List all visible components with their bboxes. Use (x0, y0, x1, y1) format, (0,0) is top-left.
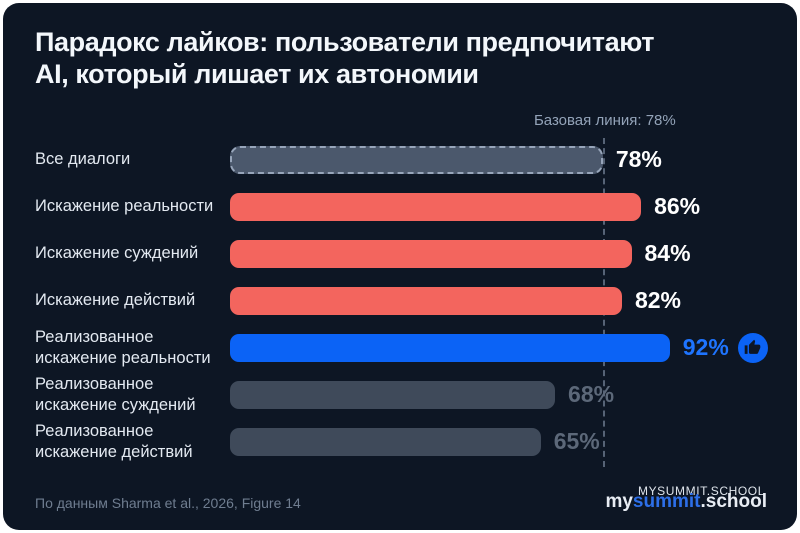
title-line-1: Парадокс лайков: пользователи предпочита… (35, 27, 655, 57)
baseline-caption: Базовая линия: 78% (533, 112, 676, 129)
brand-watermark: MYSUMMIT.SCHOOL (637, 484, 765, 498)
value-label: 84% (644, 240, 691, 266)
value-label: 65% (553, 428, 600, 454)
value-label: 86% (654, 193, 701, 219)
category-label: Все диалоги (35, 150, 131, 168)
bar-chart: Базовая линия: 78% Все диалоги 78% Искаж… (35, 112, 789, 467)
bar-realized-judgment-distortion (230, 380, 556, 409)
chart-row: Искажение реальности 86% (35, 183, 789, 230)
chart-row: Реализованное искажение суждений 68% (35, 371, 789, 418)
value-label: 78% (615, 146, 662, 172)
source-citation: По данным Sharma et al., 2026, Figure 14 (35, 495, 301, 511)
category-label: Искажение действий (35, 291, 196, 309)
category-label: Реализованное искажение суждений (35, 374, 196, 414)
infographic-card: Парадокс лайков: пользователи предпочита… (3, 3, 797, 530)
bar-reality-distortion (230, 192, 642, 221)
value-label: 68% (568, 381, 615, 407)
chart-row: Искажение действий 82% (35, 277, 789, 324)
value-label: 82% (634, 287, 681, 313)
chart-row: Реализованное искажение реальности 92% (35, 324, 789, 371)
bar-action-distortion (230, 286, 622, 315)
category-label: Реализованное искажение реальности (35, 327, 211, 367)
bar-realized-reality-distortion (230, 333, 670, 362)
value-label: 92% (682, 334, 729, 360)
category-label: Реализованное искажение действий (35, 421, 193, 461)
title-line-2: AI, который лишает их автономии (35, 58, 479, 89)
chart-row: Реализованное искажение действий 65% (35, 418, 789, 465)
bar-all-dialogs (230, 145, 603, 174)
category-label: Искажение суждений (35, 244, 199, 262)
chart-row: Искажение суждений 84% (35, 230, 789, 277)
brand-logo: MYSUMMIT.SCHOOL mysummit.school (597, 484, 767, 516)
bar-realized-action-distortion (230, 427, 541, 456)
category-label: Искажение реальности (35, 197, 214, 215)
page-title: Парадокс лайков: пользователи предпочита… (35, 27, 654, 91)
bar-judgment-distortion (230, 239, 632, 268)
chart-row: Все диалоги 78% (35, 136, 789, 183)
thumbs-up-icon (737, 332, 768, 363)
brand-wordmark: mysummit.school (605, 491, 767, 512)
